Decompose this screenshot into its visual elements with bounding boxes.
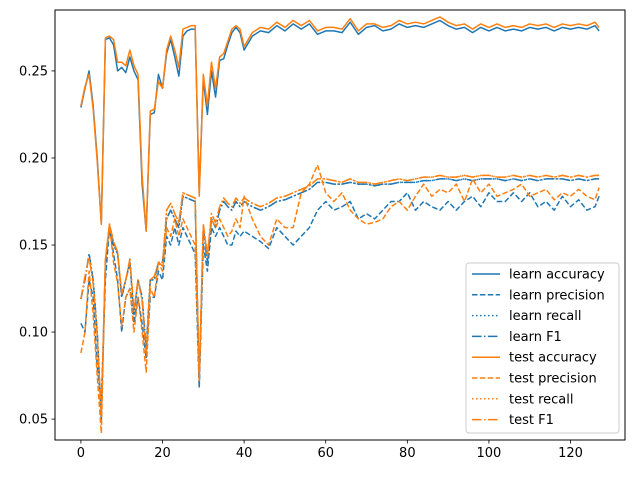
x-tick-label: 100	[477, 446, 502, 461]
y-tick-label: 0.15	[19, 239, 48, 254]
x-tick-label: 60	[317, 446, 334, 461]
legend-label: test precision	[509, 372, 597, 387]
x-tick-label: 80	[399, 446, 416, 461]
series-line-learn-accuracy	[80, 19, 600, 232]
legend-label: test accuracy	[509, 351, 597, 366]
plot-frame	[54, 9, 626, 441]
legend-label: learn precision	[509, 288, 605, 303]
x-tick-label: 120	[558, 446, 583, 461]
x-tick-label: 20	[154, 446, 171, 461]
legend-label: test recall	[509, 392, 574, 407]
legend-label: learn F1	[509, 330, 562, 345]
legend: learn accuracy learn precision learn recal…	[465, 262, 620, 434]
series-line-test-precision	[80, 164, 600, 434]
x-tick-label: 40	[236, 446, 253, 461]
legend-label: learn accuracy	[509, 268, 605, 283]
series-line-learn-F1	[80, 178, 600, 420]
series-line-test-accuracy	[80, 16, 600, 232]
y-axis: 0.05 0.10 0.15 0.20 0.25	[19, 64, 55, 428]
y-tick-label: 0.20	[19, 151, 48, 166]
y-tick-label: 0.10	[19, 326, 48, 341]
series-line-test-F1	[80, 174, 600, 417]
x-axis: 0 20 40 60 80 100 120	[77, 440, 583, 461]
y-tick-label: 0.25	[19, 64, 48, 79]
x-tick-label: 0	[77, 446, 85, 461]
legend-label: learn recall	[509, 309, 581, 324]
series-layer	[80, 16, 600, 434]
legend-box	[465, 262, 620, 434]
y-tick-label: 0.05	[19, 413, 48, 428]
legend-label: test F1	[509, 413, 554, 428]
